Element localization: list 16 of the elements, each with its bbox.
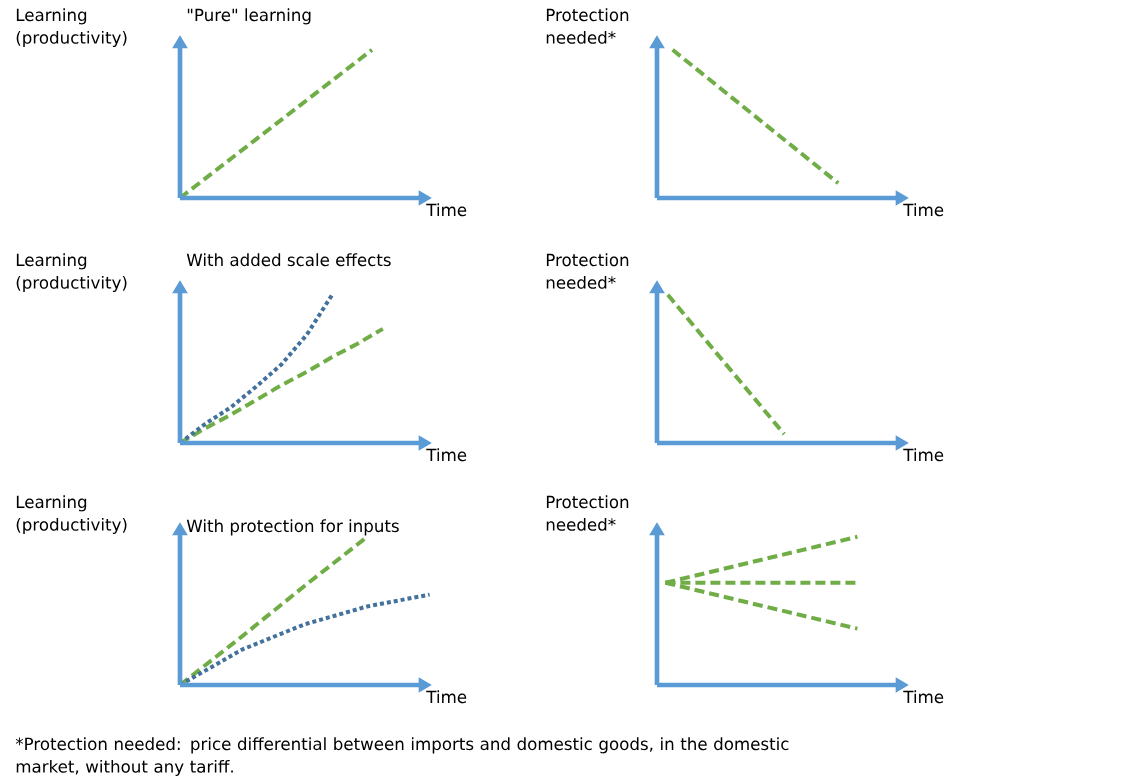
x-axis-title: Time (903, 690, 944, 704)
x-axis-title: Time (426, 203, 467, 217)
x-axis-title: Time (903, 448, 944, 462)
y-axis-title: Protection needed* (546, 8, 629, 44)
y-axis-title: Learning (productivity) (16, 253, 127, 293)
x-axis-title: Time (426, 448, 467, 462)
y-axis-title: Learning (productivity) (16, 495, 127, 535)
chart-title: With protection for inputs (186, 519, 399, 536)
chart-title: "Pure" learning (187, 8, 311, 25)
text: *Protection needed: price differential between imports and domestic goods, in the domestic market, without any tariff. (15, 737, 789, 777)
x-axis-title: Time (426, 690, 467, 704)
y-axis-title: Protection needed* (546, 253, 629, 289)
y-axis-title: Protection needed* (546, 495, 629, 531)
y-axis-title: Learning (productivity) (16, 8, 127, 48)
chart-title: With added scale effects (186, 253, 391, 267)
x-axis-title: Time (903, 203, 944, 217)
